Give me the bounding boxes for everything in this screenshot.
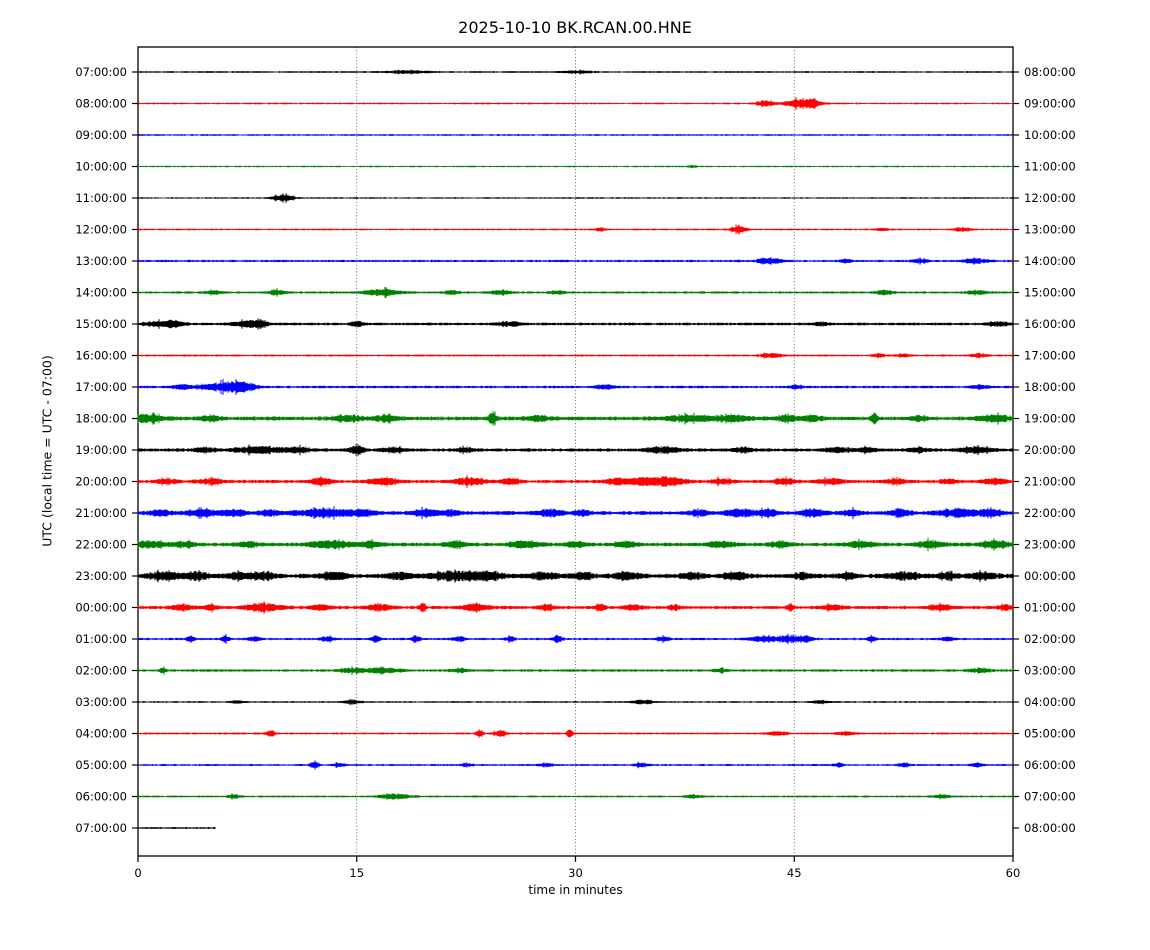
row-label-local: 16:00:00: [1024, 317, 1076, 331]
trace-row: [137, 601, 1014, 614]
row-label-utc: 05:00:00: [75, 758, 127, 772]
page-title: 2025-10-10 BK.RCAN.00.HNE: [458, 18, 692, 37]
row-label-local: 08:00:00: [1024, 821, 1076, 835]
row-label-utc: 20:00:00: [75, 475, 127, 489]
row-label-local: 08:00:00: [1024, 65, 1076, 79]
row-label-utc: 19:00:00: [75, 443, 127, 457]
row-label-local: 22:00:00: [1024, 506, 1076, 520]
row-label-utc: 23:00:00: [75, 569, 127, 583]
row-label-local: 04:00:00: [1024, 695, 1076, 709]
row-label-local: 12:00:00: [1024, 191, 1076, 205]
row-label-utc: 04:00:00: [75, 727, 127, 741]
x-tick-label: 15: [349, 866, 364, 880]
trace-row: [137, 444, 1014, 456]
row-label-utc: 17:00:00: [75, 380, 127, 394]
trace-row: [137, 537, 1014, 552]
row-label-utc: 03:00:00: [75, 695, 127, 709]
trace-row: [137, 698, 1014, 706]
trace-row: [137, 318, 1014, 330]
x-tick-label: 30: [568, 866, 583, 880]
row-label-local: 07:00:00: [1024, 790, 1076, 804]
trace-row: [137, 827, 216, 829]
row-label-local: 03:00:00: [1024, 664, 1076, 678]
x-tick-label: 60: [1006, 866, 1021, 880]
trace-row: [137, 793, 1014, 800]
row-label-utc: 02:00:00: [75, 664, 127, 678]
trace-row: [137, 164, 1014, 169]
trace-row: [137, 729, 1014, 738]
row-label-utc: 09:00:00: [75, 128, 127, 142]
trace-row: [137, 666, 1014, 675]
row-label-utc: 08:00:00: [75, 97, 127, 111]
row-label-utc: 13:00:00: [75, 254, 127, 268]
row-label-local: 13:00:00: [1024, 223, 1076, 237]
row-label-local: 23:00:00: [1024, 538, 1076, 552]
x-axis-label: time in minutes: [528, 883, 623, 897]
row-label-local: 21:00:00: [1024, 475, 1076, 489]
row-label-local: 17:00:00: [1024, 349, 1076, 363]
trace-row: [137, 134, 1014, 136]
row-label-local: 01:00:00: [1024, 601, 1076, 615]
trace-row: [137, 352, 1014, 359]
row-label-utc: 06:00:00: [75, 790, 127, 804]
trace-row: [137, 193, 1014, 203]
trace-row: [137, 411, 1014, 426]
x-tick-label: 45: [787, 866, 802, 880]
row-label-utc: 07:00:00: [75, 821, 127, 835]
row-label-utc: 00:00:00: [75, 601, 127, 615]
row-label-utc: 16:00:00: [75, 349, 127, 363]
trace-row: [137, 633, 1014, 645]
row-label-utc: 12:00:00: [75, 223, 127, 237]
row-label-utc: 21:00:00: [75, 506, 127, 520]
row-label-local: 20:00:00: [1024, 443, 1076, 457]
trace-row: [137, 96, 1014, 111]
row-label-utc: 07:00:00: [75, 65, 127, 79]
x-tick-label: 0: [134, 866, 141, 880]
row-label-utc: 10:00:00: [75, 160, 127, 174]
trace-row: [137, 475, 1014, 488]
trace-row: [137, 379, 1014, 395]
row-label-local: 10:00:00: [1024, 128, 1076, 142]
row-label-utc: 18:00:00: [75, 412, 127, 426]
row-label-utc: 01:00:00: [75, 632, 127, 646]
trace-row: [137, 69, 1014, 75]
row-label-local: 06:00:00: [1024, 758, 1076, 772]
row-label-local: 11:00:00: [1024, 160, 1076, 174]
row-label-utc: 22:00:00: [75, 538, 127, 552]
trace-row: [137, 506, 1014, 520]
row-label-local: 18:00:00: [1024, 380, 1076, 394]
row-label-local: 14:00:00: [1024, 254, 1076, 268]
row-label-utc: 14:00:00: [75, 286, 127, 300]
row-label-local: 05:00:00: [1024, 727, 1076, 741]
trace-row: [137, 760, 1014, 770]
trace-row: [137, 224, 1014, 235]
trace-row: [137, 287, 1014, 298]
row-label-local: 15:00:00: [1024, 286, 1076, 300]
row-label-local: 19:00:00: [1024, 412, 1076, 426]
row-label-local: 02:00:00: [1024, 632, 1076, 646]
row-label-utc: 11:00:00: [75, 191, 127, 205]
row-label-local: 00:00:00: [1024, 569, 1076, 583]
trace-row: [137, 569, 1014, 583]
row-label-local: 09:00:00: [1024, 97, 1076, 111]
row-label-utc: 15:00:00: [75, 317, 127, 331]
trace-row: [137, 257, 1014, 265]
